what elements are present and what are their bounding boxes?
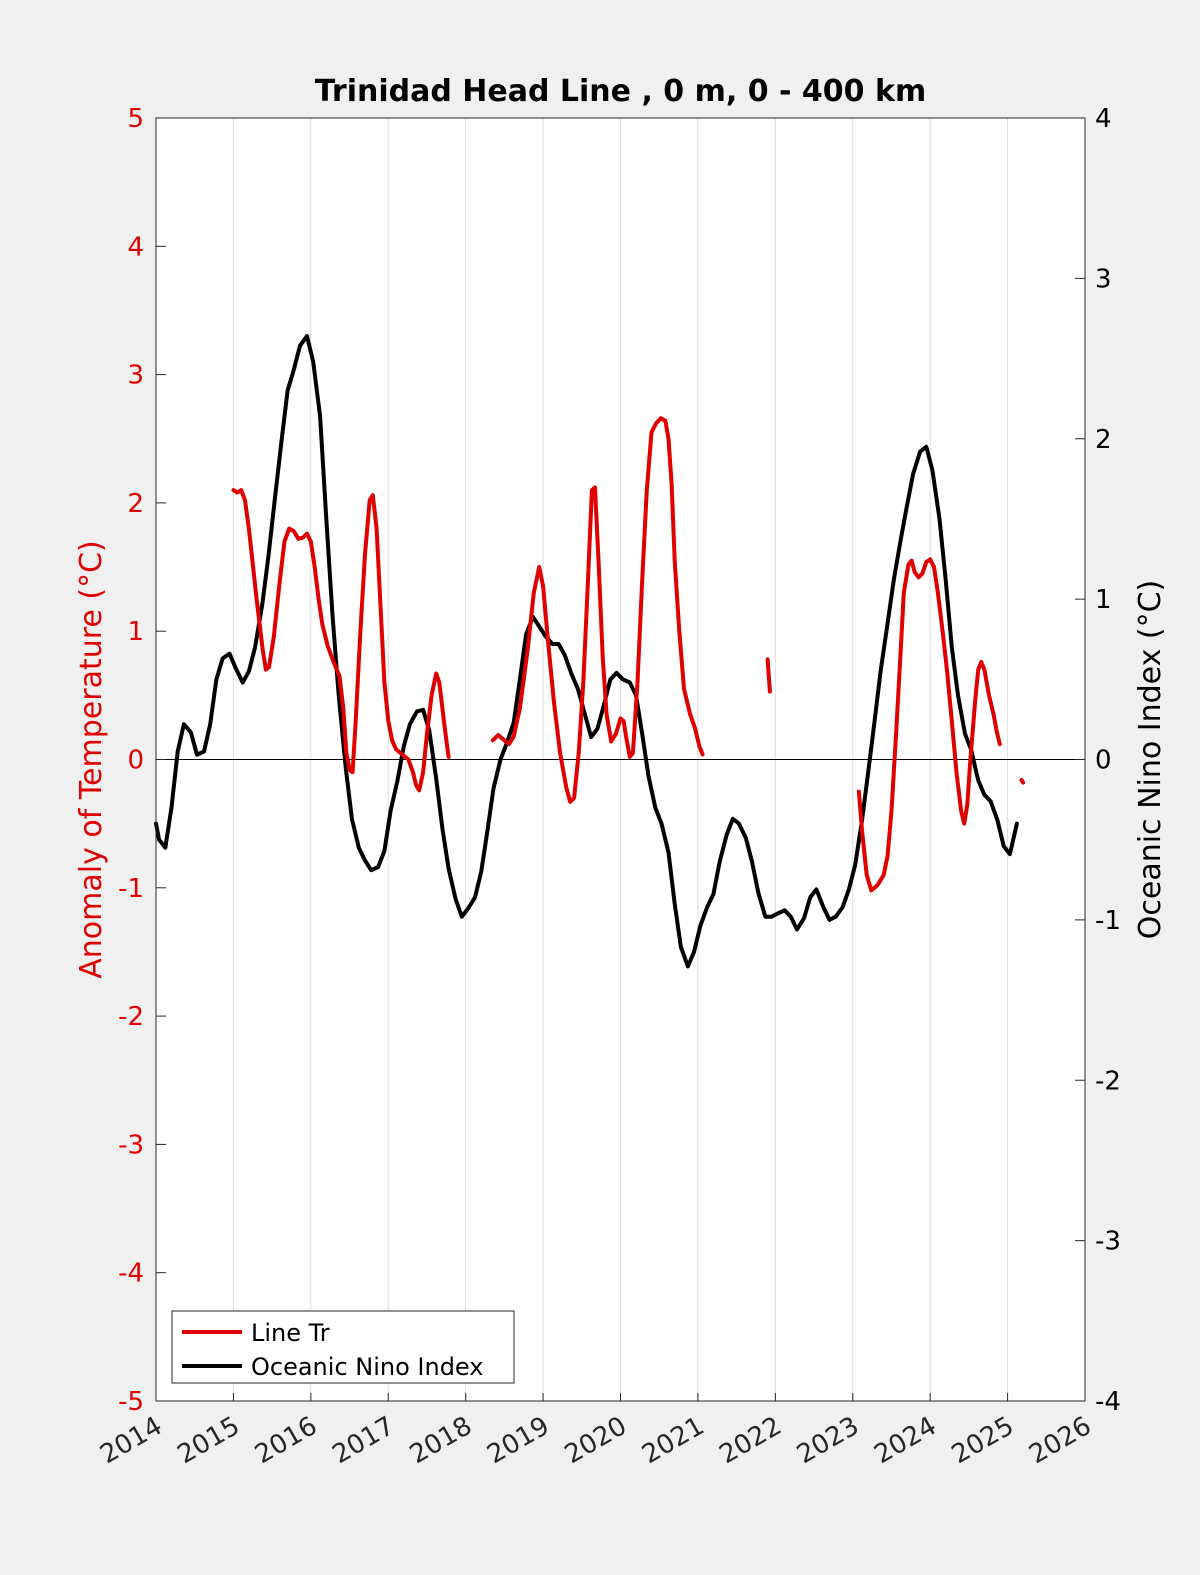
y-left-tick-label: -2 (118, 1002, 144, 1032)
series-line-oceanic-nino-index (154, 334, 1019, 969)
legend: Line Tr Oceanic Nino Index (171, 1310, 515, 1384)
series-line-line-tr (1019, 778, 1026, 785)
y-left-tick-label: -4 (118, 1259, 144, 1289)
y-right-tick-label: -1 (1095, 906, 1121, 936)
legend-box (171, 1310, 515, 1384)
y-right-tick-label: -3 (1095, 1227, 1121, 1257)
y-right-tick-label: -2 (1095, 1066, 1121, 1096)
y-axis-label-right: Oceanic Nino Index (°C) (1133, 580, 1168, 940)
y-left-tick-label: 3 (127, 361, 144, 391)
series-line-line-tr (765, 657, 772, 694)
y-left-tick-label: 2 (127, 489, 144, 519)
y-right-tick-label: 0 (1095, 746, 1112, 776)
series-line-line-tr (231, 488, 451, 793)
series-layer (154, 334, 1026, 969)
legend-label-oceanic-nino-index: Oceanic Nino Index (251, 1353, 483, 1381)
y-right-tick-label: 2 (1095, 425, 1112, 455)
y-left-tick-label: -3 (118, 1130, 144, 1160)
series-line-line-tr (490, 416, 705, 804)
y-right-tick-label: 3 (1095, 264, 1112, 294)
y-right-tick-label: -4 (1095, 1387, 1121, 1417)
y-left-tick-label: 5 (127, 104, 144, 134)
legend-label-line-tr: Line Tr (251, 1319, 330, 1347)
y-left-tick-label: 4 (127, 232, 144, 262)
y-left-tick-label: 1 (127, 617, 144, 647)
y-axis-label-left: Anomaly of Temperature (°C) (74, 540, 109, 979)
y-left-tick-label: -1 (118, 874, 144, 904)
y-right-tick-label: 1 (1095, 585, 1112, 615)
series-line-line-tr (856, 557, 1002, 893)
chart-title: Trinidad Head Line , 0 m, 0 - 400 km (315, 74, 926, 109)
y-left-tick-label: -5 (118, 1387, 144, 1417)
y-right-tick-label: 4 (1095, 104, 1112, 134)
y-left-tick-label: 0 (127, 746, 144, 776)
